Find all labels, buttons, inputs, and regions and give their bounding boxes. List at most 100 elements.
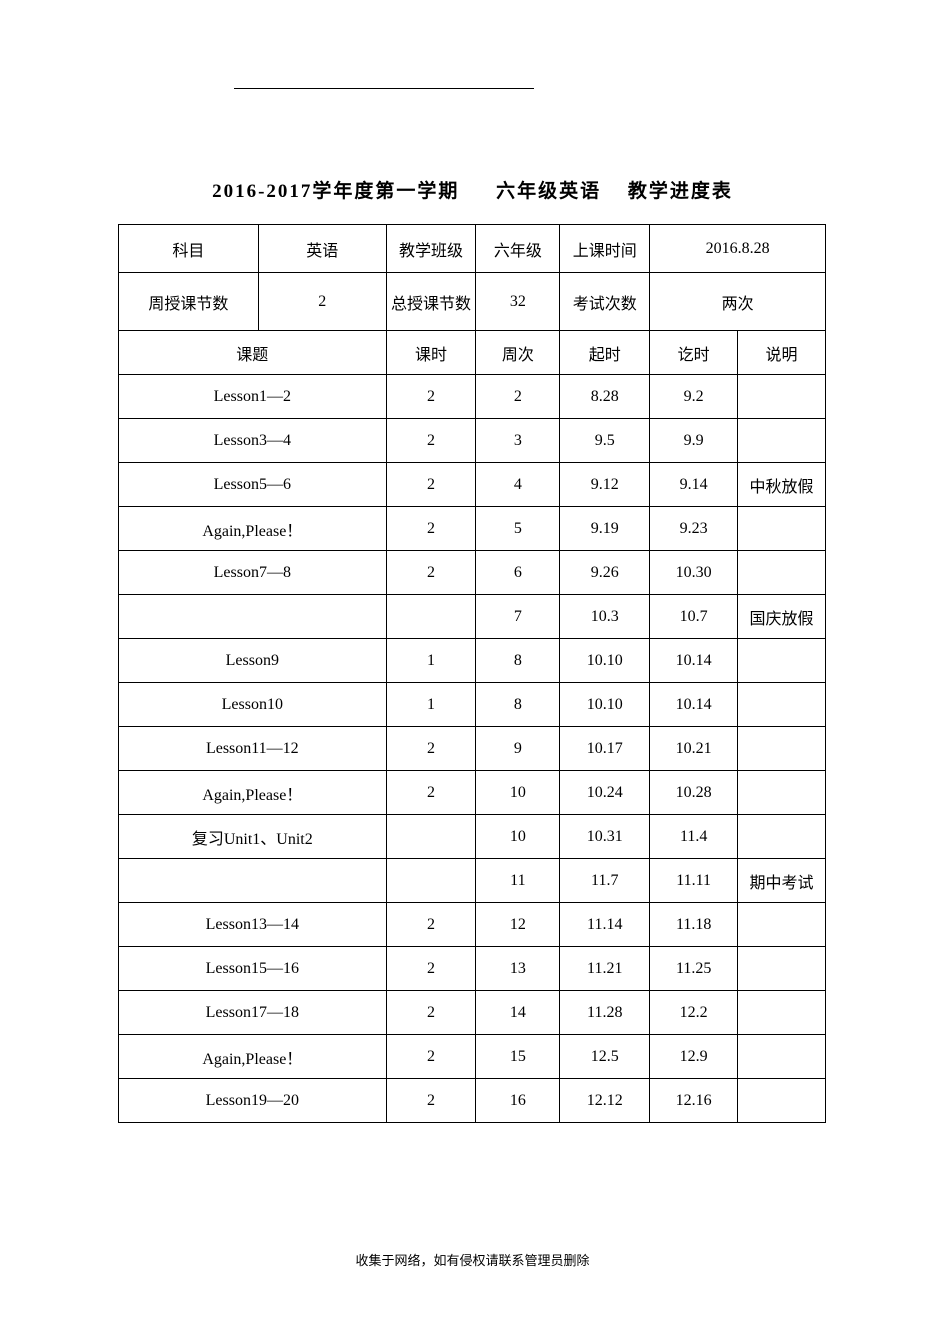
cell-note <box>738 375 826 419</box>
cell-hours: 2 <box>386 903 476 947</box>
cell-note <box>738 507 826 551</box>
cell-hours <box>386 595 476 639</box>
cell-week: 5 <box>476 507 560 551</box>
table-row: Again,Please！ 2 10 10.24 10.28 <box>119 771 826 815</box>
col-topic: 课题 <box>119 331 387 375</box>
cell-start: 9.19 <box>560 507 650 551</box>
table-row: 11 11.7 11.11 期中考试 <box>119 859 826 903</box>
total-value: 32 <box>476 273 560 331</box>
cell-hours: 2 <box>386 375 476 419</box>
cell-end: 11.18 <box>650 903 738 947</box>
cell-hours: 1 <box>386 683 476 727</box>
cell-start: 11.14 <box>560 903 650 947</box>
cell-topic: Lesson17—18 <box>119 991 387 1035</box>
cell-note <box>738 551 826 595</box>
cell-end: 11.25 <box>650 947 738 991</box>
cell-note <box>738 683 826 727</box>
cell-end: 11.11 <box>650 859 738 903</box>
cell-start: 11.7 <box>560 859 650 903</box>
table-row: Lesson7—8 2 6 9.26 10.30 <box>119 551 826 595</box>
cell-hours: 2 <box>386 419 476 463</box>
column-headers: 课题 课时 周次 起时 讫时 说明 <box>119 331 826 375</box>
cell-hours <box>386 815 476 859</box>
weekly-value: 2 <box>258 273 386 331</box>
cell-week: 16 <box>476 1079 560 1123</box>
cell-note <box>738 815 826 859</box>
cell-topic: Lesson3—4 <box>119 419 387 463</box>
cell-note <box>738 727 826 771</box>
cell-note <box>738 1079 826 1123</box>
cell-week: 7 <box>476 595 560 639</box>
cell-topic: 复习Unit1、Unit2 <box>119 815 387 859</box>
cell-start: 10.17 <box>560 727 650 771</box>
date-value: 2016.8.28 <box>650 225 826 273</box>
cell-topic <box>119 595 387 639</box>
table-row: Again,Please！ 2 5 9.19 9.23 <box>119 507 826 551</box>
cell-week: 11 <box>476 859 560 903</box>
cell-topic: Lesson9 <box>119 639 387 683</box>
cell-end: 9.23 <box>650 507 738 551</box>
table-row: Lesson9 1 8 10.10 10.14 <box>119 639 826 683</box>
title-schedule: 教学进度表 <box>628 181 733 202</box>
class-label: 教学班级 <box>386 225 476 273</box>
cell-note <box>738 1035 826 1079</box>
table-row: Lesson1—2 2 2 8.28 9.2 <box>119 375 826 419</box>
cell-week: 15 <box>476 1035 560 1079</box>
table-row: Lesson3—4 2 3 9.5 9.9 <box>119 419 826 463</box>
cell-topic: Lesson11—12 <box>119 727 387 771</box>
cell-topic: Lesson1—2 <box>119 375 387 419</box>
cell-hours: 2 <box>386 991 476 1035</box>
col-week: 周次 <box>476 331 560 375</box>
cell-start: 12.5 <box>560 1035 650 1079</box>
table-row: Lesson17—18 2 14 11.28 12.2 <box>119 991 826 1035</box>
weekly-label: 周授课节数 <box>119 273 259 331</box>
info-row-2: 周授课节数 2 总授课节数 32 考试次数 两次 <box>119 273 826 331</box>
cell-end: 12.2 <box>650 991 738 1035</box>
cell-start: 9.12 <box>560 463 650 507</box>
cell-start: 9.26 <box>560 551 650 595</box>
total-label: 总授课节数 <box>386 273 476 331</box>
cell-start: 8.28 <box>560 375 650 419</box>
cell-week: 10 <box>476 771 560 815</box>
cell-end: 10.14 <box>650 639 738 683</box>
cell-topic: Lesson10 <box>119 683 387 727</box>
cell-week: 10 <box>476 815 560 859</box>
cell-end: 10.21 <box>650 727 738 771</box>
cell-note <box>738 419 826 463</box>
table-row: 复习Unit1、Unit2 10 10.31 11.4 <box>119 815 826 859</box>
title-grade-subject: 六年级英语 <box>496 181 601 202</box>
table-row: Again,Please！ 2 15 12.5 12.9 <box>119 1035 826 1079</box>
cell-note <box>738 903 826 947</box>
table-row: Lesson5—6 2 4 9.12 9.14 中秋放假 <box>119 463 826 507</box>
cell-week: 8 <box>476 683 560 727</box>
cell-hours: 2 <box>386 947 476 991</box>
cell-topic: Lesson5—6 <box>119 463 387 507</box>
cell-end: 9.9 <box>650 419 738 463</box>
cell-week: 9 <box>476 727 560 771</box>
cell-note <box>738 947 826 991</box>
cell-end: 12.16 <box>650 1079 738 1123</box>
table-row: 7 10.3 10.7 国庆放假 <box>119 595 826 639</box>
cell-topic: Lesson19—20 <box>119 1079 387 1123</box>
subject-label: 科目 <box>119 225 259 273</box>
cell-week: 12 <box>476 903 560 947</box>
cell-hours: 2 <box>386 1035 476 1079</box>
cell-hours: 2 <box>386 727 476 771</box>
cell-note <box>738 771 826 815</box>
cell-end: 9.14 <box>650 463 738 507</box>
cell-start: 9.5 <box>560 419 650 463</box>
cell-start: 11.28 <box>560 991 650 1035</box>
cell-start: 11.21 <box>560 947 650 991</box>
table-row: Lesson19—20 2 16 12.12 12.16 <box>119 1079 826 1123</box>
cell-hours: 2 <box>386 507 476 551</box>
cell-hours: 2 <box>386 551 476 595</box>
time-label: 上课时间 <box>560 225 650 273</box>
page-container: 2016-2017学年度第一学期 六年级英语 教学进度表 科目 英语 教学班级 … <box>0 0 945 1337</box>
footer-text: 收集于网络，如有侵权请联系管理员删除 <box>0 1250 945 1269</box>
info-row-1: 科目 英语 教学班级 六年级 上课时间 2016.8.28 <box>119 225 826 273</box>
title-semester: 2016-2017学年度第一学期 <box>212 181 459 202</box>
cell-note: 国庆放假 <box>738 595 826 639</box>
col-start: 起时 <box>560 331 650 375</box>
cell-note <box>738 639 826 683</box>
cell-topic: Again,Please！ <box>119 507 387 551</box>
